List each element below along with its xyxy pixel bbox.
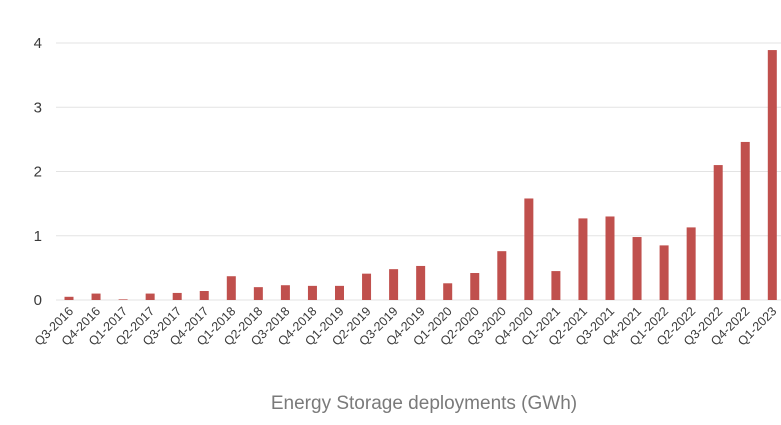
gridlines	[56, 42, 781, 301]
y-axis-ticks: 0 1 2 3 4	[34, 35, 42, 309]
bar-Q2-2020	[470, 273, 480, 300]
bar-Q4-2018	[307, 285, 317, 300]
bar-Q1-2023	[767, 50, 777, 300]
bar-Q2-2019	[362, 273, 372, 300]
bar-Q3-2019	[389, 269, 399, 300]
bar-Q1-2019	[335, 285, 344, 300]
y-tick-label: 3	[34, 99, 42, 116]
bar-Q3-2022	[713, 165, 723, 300]
bar-Q3-2020	[497, 251, 507, 300]
bar-Q2-2017	[145, 293, 155, 300]
x-axis-label: Energy Storage deployments (GWh)	[271, 393, 577, 414]
x-axis-ticks: Q3-2016Q4-2016Q1-2017Q2-2017Q3-2017Q4-20…	[32, 304, 780, 348]
bar-Q3-2016	[64, 296, 74, 300]
bars	[64, 50, 777, 300]
bar-Q3-2021	[605, 216, 615, 300]
y-tick-label: 4	[34, 35, 42, 52]
bar-Q1-2018	[226, 276, 236, 300]
bar-Q1-2020	[443, 283, 453, 300]
bar-Q2-2021	[578, 218, 588, 300]
y-tick-label: 2	[34, 164, 42, 181]
bar-Q1-2022	[659, 245, 669, 300]
bar-Q1-2017	[118, 299, 128, 300]
bar-Q2-2022	[686, 227, 696, 300]
bar-Q4-2017	[199, 291, 209, 300]
y-tick-label: 0	[34, 292, 42, 309]
bar-Q3-2018	[280, 285, 290, 300]
bar-Q4-2016	[91, 293, 101, 300]
bar-Q1-2021	[551, 271, 561, 300]
bar-Q2-2018	[253, 287, 263, 300]
bar-Q4-2020	[524, 198, 534, 300]
bar-Q3-2017	[172, 292, 182, 300]
bar-Q4-2022	[740, 141, 750, 300]
y-tick-label: 1	[34, 228, 42, 245]
bar-Q4-2019	[416, 265, 426, 300]
bar-Q4-2021	[632, 237, 642, 300]
